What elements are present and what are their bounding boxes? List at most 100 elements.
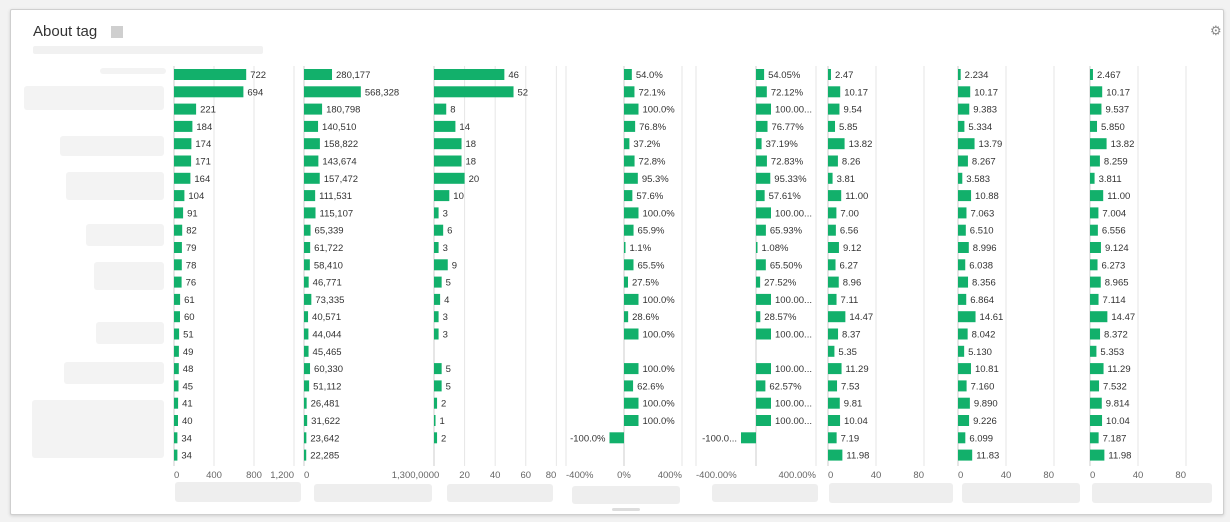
bar [174,103,197,115]
data-label: 7.11 [841,295,859,306]
data-label: 10.17 [1106,87,1130,98]
data-label: 34 [181,433,192,444]
row-label-placeholder [86,224,164,246]
data-label: 57.6% [636,191,663,202]
data-label: 76 [186,278,197,289]
data-label: 694 [247,87,263,98]
column-control-placeholder [314,484,432,502]
x-tick-label: 80 [1043,470,1054,481]
row-label-placeholder [60,136,164,156]
data-label: 14.61 [980,312,1004,323]
bar [828,103,840,115]
row-label-placeholder [66,172,164,200]
x-tick-label: 0 [828,470,833,481]
bar [1090,432,1099,444]
bar [434,86,514,98]
bar [828,363,842,375]
data-label: -100.0... [702,433,737,444]
data-label: 5 [446,381,451,392]
data-label: 82 [186,226,197,237]
bar [958,449,973,461]
data-label: 14 [459,122,470,133]
bar [1090,224,1098,236]
bar [174,345,179,357]
data-label: 41 [182,399,193,410]
data-label: 8.965 [1105,278,1129,289]
data-label: 27.52% [764,278,797,289]
data-label: 31,622 [311,416,340,427]
data-label: 9.383 [973,105,997,116]
data-label: 5.850 [1101,122,1125,133]
bar [174,363,179,375]
row-label-placeholder [100,68,166,74]
data-label: 6.27 [840,260,859,271]
bar [756,172,771,184]
data-label: 100.0% [643,330,676,341]
data-label: 78 [186,260,197,271]
data-label: 95.33% [774,174,807,185]
bar [304,380,310,392]
bar [756,363,771,375]
bar [624,242,626,253]
data-label: 100.0% [643,399,676,410]
bar [828,138,845,150]
gear-icon[interactable]: ⚙ [1210,23,1222,38]
bar [624,224,634,236]
data-label: 8.356 [972,278,996,289]
bar [1090,242,1101,253]
data-label: 6.099 [969,433,993,444]
bar [609,432,624,444]
data-label: 100.0% [643,364,676,375]
data-label: 9.537 [1105,105,1129,116]
bar [304,293,312,305]
bar [958,172,963,184]
bar [174,449,178,461]
data-label: 37.2% [633,139,660,150]
bar [434,120,456,132]
bar [624,363,639,375]
data-label: 100.0% [643,295,676,306]
data-label: 7.53 [841,381,860,392]
bar [828,224,836,236]
data-label: 7.19 [841,433,860,444]
data-label: 72.8% [639,157,666,168]
row-label-placeholder [64,362,164,384]
data-label: 184 [196,122,212,133]
column-control-placeholder [447,484,553,502]
bar [304,363,311,375]
data-label: 9.814 [1106,399,1130,410]
bar [1090,415,1103,426]
data-label: 45,465 [313,347,342,358]
bar [958,224,966,236]
bar [174,259,182,271]
bar [304,155,319,167]
data-label: 95.3% [642,174,669,185]
bar [1090,293,1099,305]
title-info-swatch[interactable] [111,26,123,38]
bar [304,172,320,184]
bar [304,120,319,132]
data-label: 52 [518,87,529,98]
data-label: 104 [188,191,204,202]
data-label: 27.5% [632,278,659,289]
row-label-placeholder [94,262,164,290]
bar [174,172,191,184]
data-label: 5 [446,278,451,289]
bar [1090,397,1102,409]
bar [828,155,838,167]
data-label: 11.00 [1107,191,1130,202]
x-tick-label: 1,300,000 [392,470,434,481]
bar [304,138,320,150]
bar [1090,207,1099,219]
data-label: 2.234 [965,70,989,81]
data-label: 76.77% [772,122,805,133]
bar [624,415,639,426]
bar [756,103,771,115]
bar [174,120,193,132]
data-label: 65.9% [638,226,665,237]
data-label: 76.8% [639,122,666,133]
data-label: 73,335 [315,295,344,306]
data-label: 11.98 [846,451,869,462]
data-label: 2.47 [835,70,854,81]
data-label: 72.1% [638,87,665,98]
